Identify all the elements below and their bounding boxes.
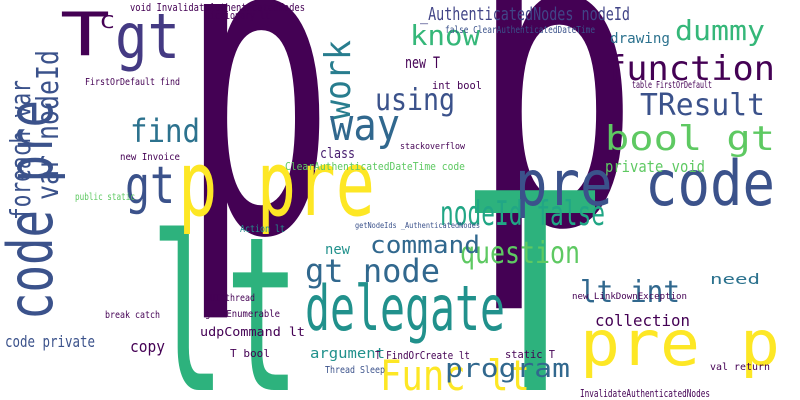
word: lt — [150, 190, 300, 400]
word: T bool — [230, 347, 270, 360]
word: gt IEnumerable — [205, 309, 280, 320]
word: Func lt — [380, 351, 530, 400]
word: udpCommand lt — [200, 325, 305, 339]
word: T — [60, 0, 110, 70]
word: T — [470, 136, 600, 400]
word: delegate — [305, 272, 505, 345]
word: question — [460, 236, 580, 271]
word: break catch — [105, 310, 160, 321]
word: C — [100, 12, 115, 33]
word: stackoverflow — [400, 142, 466, 152]
word: gt — [115, 0, 180, 73]
word: p pre — [178, 132, 375, 237]
word: function — [605, 49, 775, 89]
word: ClearAuthenticatedDateTime code — [285, 160, 465, 173]
word: Dictionary lt — [205, 9, 270, 22]
word: find — [130, 112, 200, 150]
word: int bool — [432, 79, 482, 92]
word: foreach var — [4, 80, 37, 220]
word: new T — [405, 53, 440, 72]
word: need — [710, 272, 760, 288]
word: gt — [125, 156, 175, 216]
word: work — [318, 40, 359, 120]
word: void InvalidateAuthenticatedNodes — [130, 1, 305, 14]
word: T FindOrCreate lt — [375, 349, 470, 362]
word: p — [180, 0, 335, 329]
word: pre code — [515, 147, 775, 220]
word: class — [320, 146, 355, 162]
word: code private — [5, 332, 95, 351]
word: Thread Sleep — [325, 365, 385, 376]
word: static T — [505, 348, 555, 361]
word: GUI thread — [205, 293, 255, 304]
word: code pre — [0, 100, 67, 320]
word: TResult — [640, 88, 765, 123]
word: private void — [605, 157, 705, 176]
word: gt node — [305, 252, 440, 290]
word: dummy — [675, 14, 765, 47]
word: using — [375, 83, 455, 118]
word: p — [470, 0, 640, 320]
word: new — [325, 242, 351, 258]
word: _AuthenticatedNodes nodeId — [420, 4, 630, 25]
word: drawing — [610, 31, 670, 47]
word: bool gt — [605, 119, 775, 159]
word: var nodeId — [31, 50, 66, 200]
word: FirstOrDefault find — [85, 77, 180, 88]
word: program — [445, 354, 570, 384]
word: nodeId false — [440, 194, 605, 234]
word: lt int — [580, 275, 680, 310]
word: argument — [310, 346, 385, 362]
word: collection — [595, 311, 690, 330]
word: copy — [130, 337, 165, 356]
word: Action lt — [240, 224, 285, 235]
word: table FirstOrDefault — [632, 80, 712, 91]
word: new LinkDownException — [572, 292, 687, 302]
word: new Invoice — [120, 152, 180, 163]
word: val return — [710, 362, 770, 373]
word: command — [370, 231, 480, 259]
word: getNodeIds _AuthenticatedNodes — [355, 221, 480, 230]
word: public static — [75, 192, 135, 203]
word: know — [410, 19, 480, 52]
word: InvalidateAuthenticatedNodes — [580, 387, 710, 400]
word: pre p — [580, 307, 780, 380]
word: way — [330, 100, 400, 151]
word: false ClearAuthenticatedDateTime — [445, 25, 595, 36]
